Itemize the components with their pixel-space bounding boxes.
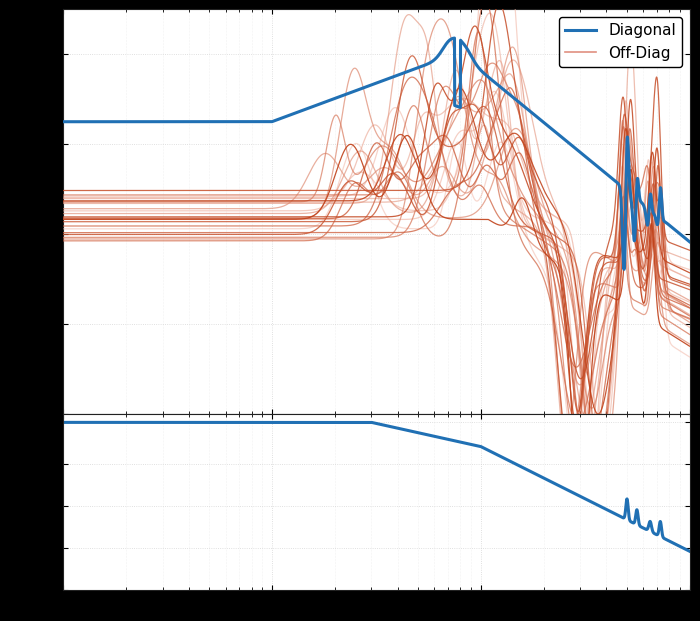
Diagonal — [606, 173, 614, 180]
Diagonal — [326, 96, 335, 104]
Diagonal — [673, 229, 682, 236]
Diagonal — [130, 118, 139, 125]
Diagonal — [450, 34, 459, 42]
Diagonal — [59, 118, 67, 125]
Legend: Diagonal, Off-Diag: Diagonal, Off-Diag — [559, 17, 682, 67]
Diagonal — [167, 118, 176, 125]
Diagonal — [685, 238, 694, 245]
Line: Diagonal: Diagonal — [63, 38, 690, 270]
Diagonal — [299, 106, 307, 114]
Diagonal — [620, 266, 629, 273]
